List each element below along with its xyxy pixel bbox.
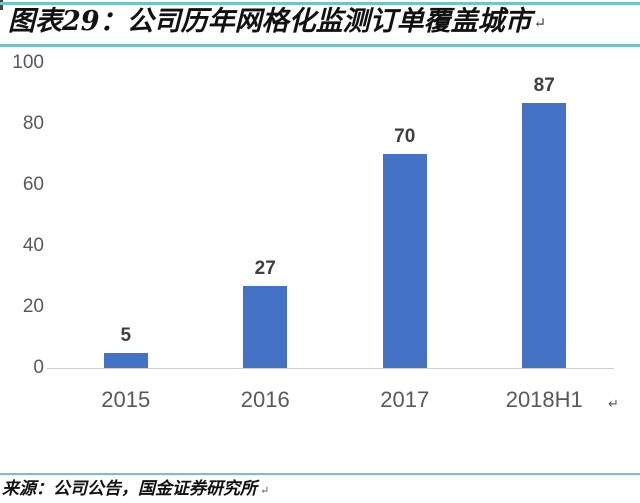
bar-2018H1 (522, 103, 567, 368)
x-axis-category-label: 2015 (101, 387, 151, 412)
y-axis-tick-label: 40 (22, 235, 44, 256)
y-axis-tick-label: 80 (22, 113, 44, 134)
y-axis-tick-label: 100 (12, 52, 44, 73)
bar-2017 (382, 154, 427, 368)
x-axis-category-label: 2018H1 (505, 387, 583, 412)
page-corner-tick (0, 0, 3, 10)
title-divider-line (0, 44, 640, 47)
figure-title-text: 图表29：公司历年网格化监测订单覆盖城市 (8, 6, 532, 37)
data-label-2018H1: 87 (533, 75, 555, 96)
paragraph-return-icon: ↵ (608, 396, 619, 411)
x-axis-category-label: 2016 (240, 387, 290, 412)
y-axis-tick-label: 0 (33, 357, 44, 378)
y-axis-tick-label: 20 (22, 296, 44, 317)
paragraph-return-icon: ↵ (533, 14, 547, 32)
data-label-2016: 27 (254, 258, 276, 279)
y-axis-tick-label: 60 (22, 174, 44, 195)
paragraph-return-icon: ↵ (260, 484, 270, 497)
source-note-text: 来源：公司公告，国金证券研究所 (2, 479, 257, 499)
bar-2016 (243, 286, 288, 368)
bar-2015 (103, 353, 148, 368)
x-axis-category-label: 2017 (380, 387, 430, 412)
footer-divider-line (0, 473, 640, 475)
top-divider-line (0, 2, 640, 5)
x-axis-line (47, 368, 614, 369)
data-label-2015: 5 (120, 325, 132, 346)
data-label-2017: 70 (394, 126, 416, 147)
bar-chart: ↵ 100 80 60 40 20 0 5 2015 27 2016 70 2017 87 2018H1 (0, 50, 640, 470)
source-note: 来源：公司公告，国金证券研究所 ↵ (2, 478, 638, 502)
figure-title: 图表29：公司历年网格化监测订单覆盖城市 ↵ (8, 5, 628, 40)
